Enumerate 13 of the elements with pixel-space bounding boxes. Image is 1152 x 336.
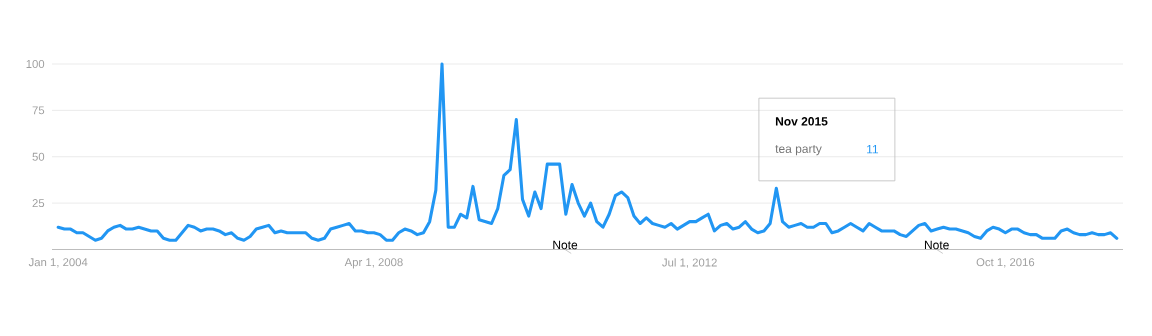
y-tick-label: 25 <box>32 199 45 208</box>
y-tick-label: 100 <box>26 60 45 68</box>
y-tick-label: 75 <box>32 106 45 115</box>
x-tick-label: Apr 1, 2008 <box>344 258 403 269</box>
x-tick-label: Jan 1, 2004 <box>28 258 88 268</box>
annotation: Note <box>553 240 578 250</box>
y-tick-label: 50 <box>32 152 45 161</box>
annotation: Note <box>924 240 949 250</box>
annotation: 11 <box>867 145 879 154</box>
x-tick-label: Jul 1, 2012 <box>662 258 717 268</box>
x-tick-label: Oct 1, 2016 <box>976 258 1035 268</box>
annotation: Nov 2015 <box>775 117 828 126</box>
text: tea party <box>775 145 822 156</box>
